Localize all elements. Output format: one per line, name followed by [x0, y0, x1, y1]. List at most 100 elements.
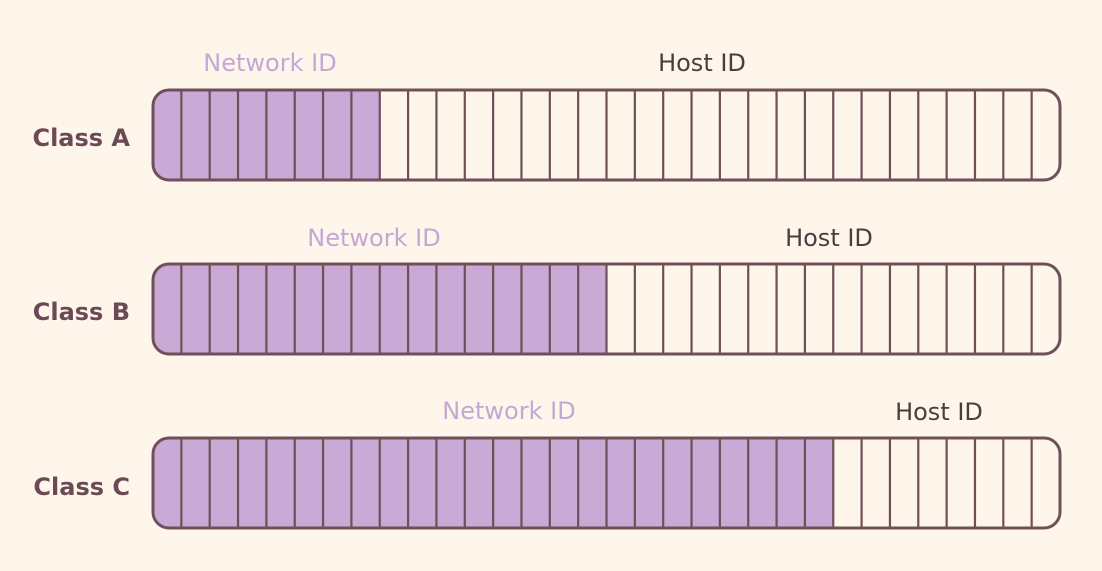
network-bit-cell	[209, 264, 239, 354]
network-bit-cell	[691, 438, 721, 528]
bit-bar-border	[151, 88, 1062, 182]
class-a-row: Class A Network ID Host ID	[32, 49, 1062, 182]
network-bit-cell	[436, 264, 466, 354]
class-b-row: Class B Network ID Host ID	[33, 224, 1062, 356]
host-bit-cell	[776, 264, 806, 354]
class-c-label: Class C	[33, 473, 130, 501]
host-bit-cell	[889, 438, 919, 528]
network-bit-cell	[209, 438, 239, 528]
host-bit-cell	[719, 264, 749, 354]
host-bit-cell	[1031, 438, 1060, 528]
host-bit-cell	[946, 264, 976, 354]
host-bit-cell	[889, 90, 919, 180]
host-bit-cell	[748, 264, 778, 354]
class-b-bit-bar	[151, 262, 1062, 356]
class-a-network-id-label: Network ID	[203, 49, 336, 77]
host-bit-cell	[833, 438, 863, 528]
host-bit-cell	[861, 438, 891, 528]
network-bit-cell	[266, 90, 296, 180]
host-bit-cell	[549, 90, 579, 180]
network-bit-cell	[408, 438, 438, 528]
network-bit-cell	[266, 264, 296, 354]
host-bit-cell	[861, 90, 891, 180]
host-bit-cell	[918, 264, 948, 354]
class-b-label: Class B	[33, 298, 130, 326]
network-bit-cell	[578, 264, 608, 354]
host-bit-cell	[493, 90, 523, 180]
host-bit-cell	[606, 264, 636, 354]
class-a-bit-bar	[151, 88, 1062, 182]
host-bit-cell	[946, 438, 976, 528]
network-bit-cell	[181, 90, 211, 180]
host-bit-cell	[946, 90, 976, 180]
host-bit-cell	[1003, 90, 1033, 180]
host-bit-cell	[719, 90, 749, 180]
network-bit-cell	[578, 438, 608, 528]
host-bit-cell	[521, 90, 551, 180]
network-bit-cell	[294, 264, 324, 354]
network-bit-cell	[521, 438, 551, 528]
host-bit-cell	[606, 90, 636, 180]
network-bit-cell	[549, 438, 579, 528]
host-bit-cell	[436, 90, 466, 180]
network-bit-cell	[323, 90, 353, 180]
network-bit-cell	[238, 438, 267, 528]
network-bit-cell	[153, 264, 182, 354]
host-bit-cell	[804, 90, 834, 180]
network-bit-cell	[408, 264, 438, 354]
network-bit-cell	[181, 264, 211, 354]
network-bit-cell	[153, 438, 182, 528]
host-bit-cell	[974, 264, 1004, 354]
class-c-network-id-label: Network ID	[442, 397, 575, 425]
host-bit-cell	[833, 90, 863, 180]
network-bit-cell	[181, 438, 211, 528]
network-bit-cell	[464, 438, 494, 528]
network-bit-cell	[238, 264, 267, 354]
network-bit-cell	[153, 90, 182, 180]
host-bit-cell	[464, 90, 494, 180]
network-bit-cell	[323, 264, 353, 354]
bit-bar-border	[151, 262, 1062, 356]
network-bit-cell	[294, 438, 324, 528]
class-b-network-id-label: Network ID	[307, 224, 440, 252]
host-bit-cell	[691, 90, 721, 180]
network-bit-cell	[748, 438, 778, 528]
network-bit-cell	[719, 438, 749, 528]
host-bit-cell	[1031, 90, 1060, 180]
network-bit-cell	[238, 90, 267, 180]
network-bit-cell	[436, 438, 466, 528]
network-bit-cell	[634, 438, 664, 528]
class-a-host-id-label: Host ID	[658, 49, 746, 77]
network-bit-cell	[549, 264, 579, 354]
class-a-label: Class A	[32, 124, 130, 152]
network-bit-cell	[209, 90, 239, 180]
host-bit-cell	[408, 90, 438, 180]
host-bit-cell	[379, 90, 409, 180]
network-bit-cell	[493, 264, 523, 354]
host-bit-cell	[691, 264, 721, 354]
network-bit-cell	[663, 438, 693, 528]
network-bit-cell	[804, 438, 834, 528]
host-bit-cell	[974, 90, 1004, 180]
network-bit-cell	[323, 438, 353, 528]
network-bit-cell	[776, 438, 806, 528]
class-c-row: Class C Network ID Host ID	[33, 397, 1062, 530]
network-bit-cell	[266, 438, 296, 528]
host-bit-cell	[833, 264, 863, 354]
host-bit-cell	[663, 264, 693, 354]
host-bit-cell	[776, 90, 806, 180]
host-bit-cell	[634, 264, 664, 354]
host-bit-cell	[974, 438, 1004, 528]
class-c-bit-bar	[151, 436, 1062, 530]
network-bit-cell	[521, 264, 551, 354]
host-bit-cell	[634, 90, 664, 180]
host-bit-cell	[889, 264, 919, 354]
host-bit-cell	[918, 438, 948, 528]
network-bit-cell	[464, 264, 494, 354]
host-bit-cell	[748, 90, 778, 180]
class-c-host-id-label: Host ID	[895, 398, 983, 426]
network-bit-cell	[379, 264, 409, 354]
network-bit-cell	[493, 438, 523, 528]
host-bit-cell	[578, 90, 608, 180]
